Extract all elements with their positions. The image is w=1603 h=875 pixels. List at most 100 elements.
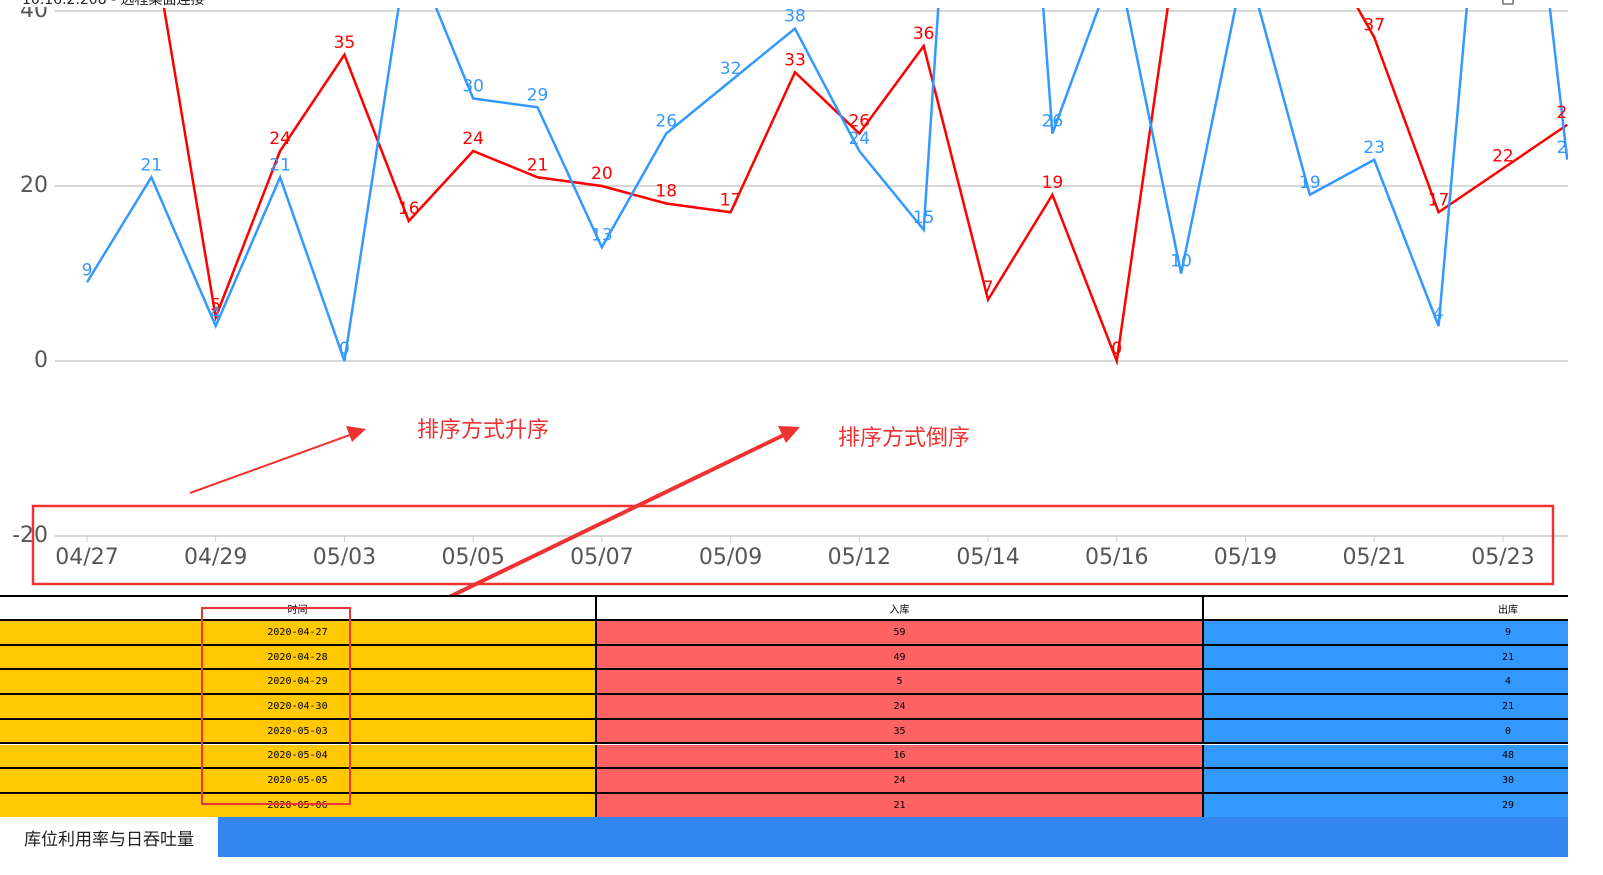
data-label: 13 xyxy=(591,225,613,245)
maximize-button[interactable] xyxy=(1502,0,1514,5)
x-tick-label: 05/14 xyxy=(956,545,1019,570)
header-cell: 出库 xyxy=(1204,597,1568,619)
data-label: 24 xyxy=(848,129,870,149)
data-label: 24 xyxy=(269,129,291,149)
x-tick-label: 05/23 xyxy=(1471,545,1534,570)
line xyxy=(162,8,1568,366)
data-label: 37 xyxy=(1363,15,1385,35)
data-label: 20 xyxy=(591,164,613,184)
table-cell: 24 xyxy=(597,695,1204,718)
table-cell: 2020-05-04 xyxy=(0,744,597,768)
x-tick-label: 05/12 xyxy=(828,545,891,570)
table-cell: 2020-05-06 xyxy=(0,793,597,817)
window-title: 10.16.2.208 - 远程桌面连接 xyxy=(22,0,205,8)
data-label: 23 xyxy=(1556,138,1578,158)
x-tick-label: 04/27 xyxy=(55,545,118,570)
tab-bar: 库位利用率与日吞吐量 xyxy=(0,817,1568,857)
x-tick-label: 05/09 xyxy=(699,545,762,570)
data-label: 21 xyxy=(527,155,549,175)
title-bar xyxy=(0,0,1603,7)
y-tick-label: 20 xyxy=(20,173,48,198)
data-label: 26 xyxy=(848,112,870,132)
data-label: 22 xyxy=(1492,147,1514,167)
table-cell: 4 xyxy=(1204,670,1568,694)
data-label: 19 xyxy=(1299,173,1321,193)
table-cell: 21 xyxy=(1204,645,1568,669)
tab[interactable]: 库位利用率与日吞吐量 xyxy=(0,817,218,857)
x-tick-label: 05/05 xyxy=(441,545,504,570)
table-cell: 0 xyxy=(1204,719,1568,743)
arrow xyxy=(448,430,791,595)
data-label: 21 xyxy=(141,155,163,175)
highlight-box xyxy=(31,504,1555,586)
arrow-head xyxy=(778,426,800,443)
data-label: 17 xyxy=(1428,190,1450,210)
data-label: 32 xyxy=(720,59,742,79)
data-label: 33 xyxy=(784,50,806,70)
data-label: 27 xyxy=(1556,103,1578,123)
data-label: 17 xyxy=(720,190,742,210)
table-cell: 2020-04-29 xyxy=(0,670,597,694)
table-row: 2020-05-05 24 30 xyxy=(0,769,1568,794)
data-label: 36 xyxy=(913,24,935,44)
data-label: 16 xyxy=(398,199,420,219)
table-cell: 48 xyxy=(1204,744,1568,768)
data-label: 9 xyxy=(82,260,93,280)
table-row: 2020-04-27 59 9 xyxy=(0,621,1568,646)
table-row: 2020-04-30 24 21 xyxy=(0,695,1568,720)
table-row: 2020-04-28 49 21 xyxy=(0,645,1568,671)
x-tick-label: 05/03 xyxy=(313,545,376,570)
table-cell: 9 xyxy=(1204,621,1568,644)
table-cell: 2020-04-27 xyxy=(0,621,597,644)
data-label: 15 xyxy=(913,208,935,228)
table-cell: 16 xyxy=(597,744,1204,768)
data-label: 4 xyxy=(210,304,221,324)
x-tick-label: 04/29 xyxy=(184,545,247,570)
data-label: 38 xyxy=(784,7,806,27)
table-cell: 30 xyxy=(1204,769,1568,792)
data-label: 23 xyxy=(1363,138,1385,158)
table-cell: 35 xyxy=(597,719,1204,743)
plot xyxy=(85,8,1568,366)
table-cell: 29 xyxy=(1204,793,1568,817)
data-label: 4 xyxy=(1433,304,1444,324)
x-tick-label: 05/07 xyxy=(570,545,633,570)
table-cell: 21 xyxy=(597,793,1204,817)
data-label: 5 xyxy=(210,295,221,315)
data-label: 26 xyxy=(1042,112,1064,132)
table-cell: 59 xyxy=(597,621,1204,644)
annotation: 排序方式升序 xyxy=(417,417,549,442)
table-row: 2020-05-04 16 48 xyxy=(0,744,1568,770)
table-cell: 2020-05-03 xyxy=(0,719,597,743)
data-label: 0 xyxy=(339,339,350,359)
x-tick-label: 05/19 xyxy=(1214,545,1277,570)
table-cell: 24 xyxy=(597,769,1204,792)
line xyxy=(85,8,1568,362)
data-label: 0 xyxy=(1111,339,1122,359)
data-table: 时间 入库 出库 2020-04-27 59 9 2020-04-28 49 21 2020-04… xyxy=(0,595,1568,817)
arrow xyxy=(189,431,359,494)
arrow-head xyxy=(346,426,366,442)
annotation: 排序方式倒序 xyxy=(838,425,970,450)
y-tick-label: -20 xyxy=(12,523,48,548)
table-row: 2020-05-03 35 0 xyxy=(0,719,1568,745)
table-row: 2020-05-06 21 29 xyxy=(0,793,1568,817)
data-label: 29 xyxy=(527,85,549,105)
data-label: 35 xyxy=(334,33,356,53)
table-cell: 2020-04-28 xyxy=(0,645,597,669)
table-cell: 2020-05-05 xyxy=(0,769,597,792)
data-label: 24 xyxy=(462,129,484,149)
data-label: 19 xyxy=(1042,173,1064,193)
y-tick-label: 0 xyxy=(34,348,48,373)
data-label: 26 xyxy=(655,112,677,132)
data-label: 18 xyxy=(655,182,677,202)
table-row: 2020-04-29 5 4 xyxy=(0,670,1568,696)
table-cell: 2020-04-30 xyxy=(0,695,597,718)
data-label: 21 xyxy=(269,155,291,175)
table-cell: 49 xyxy=(597,645,1204,669)
x-tick-label: 05/21 xyxy=(1342,545,1405,570)
data-label: 10 xyxy=(1170,252,1192,272)
data-label: 7 xyxy=(983,278,994,298)
